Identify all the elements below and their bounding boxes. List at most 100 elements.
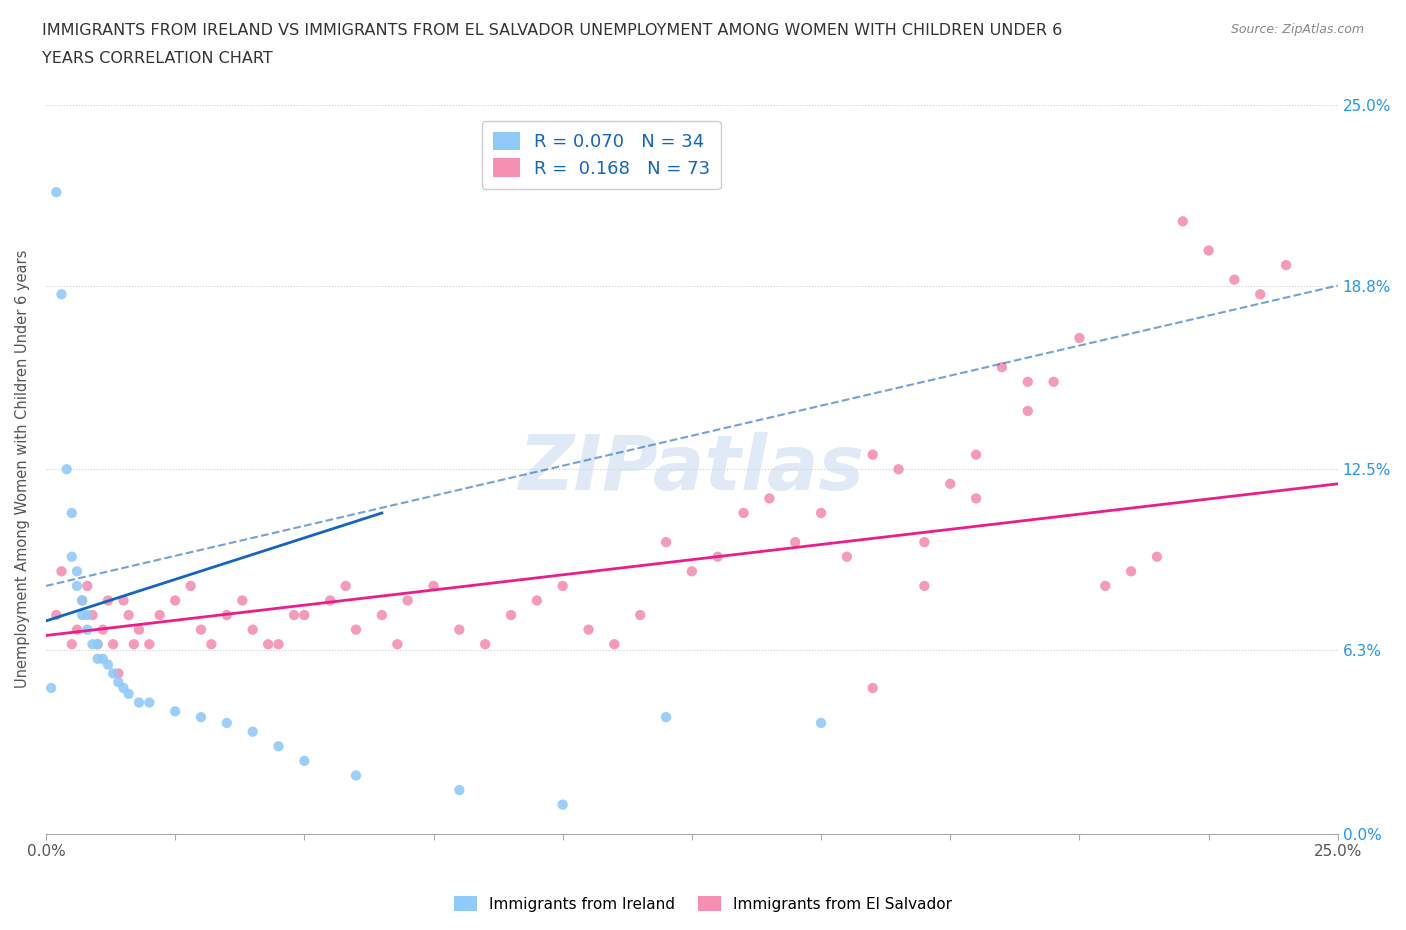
Point	[55, 462, 77, 477]
Point	[70, 607, 93, 622]
Point	[551, 578, 574, 593]
Point	[1198, 243, 1220, 258]
Point	[86, 651, 108, 666]
Point	[1119, 564, 1142, 578]
Point	[97, 658, 120, 672]
Point	[112, 681, 135, 696]
Point	[60, 550, 83, 565]
Point	[862, 447, 884, 462]
Point	[706, 550, 728, 565]
Text: IMMIGRANTS FROM IRELAND VS IMMIGRANTS FROM EL SALVADOR UNEMPLOYMENT AMONG WOMEN : IMMIGRANTS FROM IRELAND VS IMMIGRANTS FR…	[42, 23, 1063, 38]
Point	[681, 564, 703, 578]
Point	[449, 783, 471, 798]
Point	[1146, 550, 1168, 565]
Point	[292, 607, 315, 622]
Point	[122, 637, 145, 652]
Point	[117, 686, 139, 701]
Point	[128, 622, 150, 637]
Point	[39, 681, 62, 696]
Point	[335, 578, 357, 593]
Text: Source: ZipAtlas.com: Source: ZipAtlas.com	[1230, 23, 1364, 36]
Point	[1275, 258, 1298, 272]
Point	[810, 506, 832, 521]
Point	[70, 593, 93, 608]
Point	[526, 593, 548, 608]
Point	[1094, 578, 1116, 593]
Point	[785, 535, 807, 550]
Point	[215, 607, 238, 622]
Point	[965, 447, 987, 462]
Point	[344, 622, 367, 637]
Point	[112, 593, 135, 608]
Point	[76, 622, 98, 637]
Point	[396, 593, 419, 608]
Point	[91, 651, 114, 666]
Text: YEARS CORRELATION CHART: YEARS CORRELATION CHART	[42, 51, 273, 66]
Point	[283, 607, 305, 622]
Point	[60, 637, 83, 652]
Point	[165, 593, 187, 608]
Point	[965, 491, 987, 506]
Point	[371, 607, 394, 622]
Point	[138, 637, 160, 652]
Point	[733, 506, 755, 521]
Text: ZIPatlas: ZIPatlas	[519, 432, 865, 506]
Point	[101, 666, 124, 681]
Point	[292, 753, 315, 768]
Point	[1017, 374, 1039, 389]
Point	[835, 550, 858, 565]
Point	[655, 535, 678, 550]
Point	[82, 607, 104, 622]
Point	[1042, 374, 1064, 389]
Point	[474, 637, 496, 652]
Point	[1171, 214, 1194, 229]
Point	[107, 674, 129, 689]
Point	[66, 578, 89, 593]
Point	[66, 564, 89, 578]
Point	[128, 695, 150, 710]
Point	[991, 360, 1014, 375]
Point	[449, 622, 471, 637]
Point	[165, 704, 187, 719]
Point	[86, 637, 108, 652]
Point	[51, 564, 73, 578]
Point	[70, 593, 93, 608]
Point	[60, 506, 83, 521]
Point	[242, 724, 264, 739]
Point	[76, 578, 98, 593]
Point	[655, 710, 678, 724]
Point	[628, 607, 651, 622]
Point	[91, 622, 114, 637]
Point	[51, 286, 73, 301]
Point	[138, 695, 160, 710]
Point	[231, 593, 253, 608]
Point	[267, 637, 290, 652]
Point	[117, 607, 139, 622]
Point	[344, 768, 367, 783]
Point	[939, 476, 962, 491]
Point	[86, 637, 108, 652]
Point	[215, 715, 238, 730]
Point	[107, 666, 129, 681]
Point	[758, 491, 780, 506]
Point	[810, 715, 832, 730]
Point	[551, 797, 574, 812]
Point	[45, 607, 67, 622]
Point	[912, 578, 935, 593]
Point	[242, 622, 264, 637]
Point	[862, 681, 884, 696]
Point	[190, 710, 212, 724]
Point	[1069, 330, 1091, 345]
Point	[97, 593, 120, 608]
Point	[101, 637, 124, 652]
Point	[180, 578, 202, 593]
Point	[422, 578, 444, 593]
Point	[200, 637, 222, 652]
Point	[319, 593, 342, 608]
Point	[912, 535, 935, 550]
Point	[257, 637, 280, 652]
Legend: R = 0.070   N = 34, R =  0.168   N = 73: R = 0.070 N = 34, R = 0.168 N = 73	[482, 121, 721, 189]
Y-axis label: Unemployment Among Women with Children Under 6 years: Unemployment Among Women with Children U…	[15, 250, 30, 688]
Point	[45, 185, 67, 200]
Point	[387, 637, 409, 652]
